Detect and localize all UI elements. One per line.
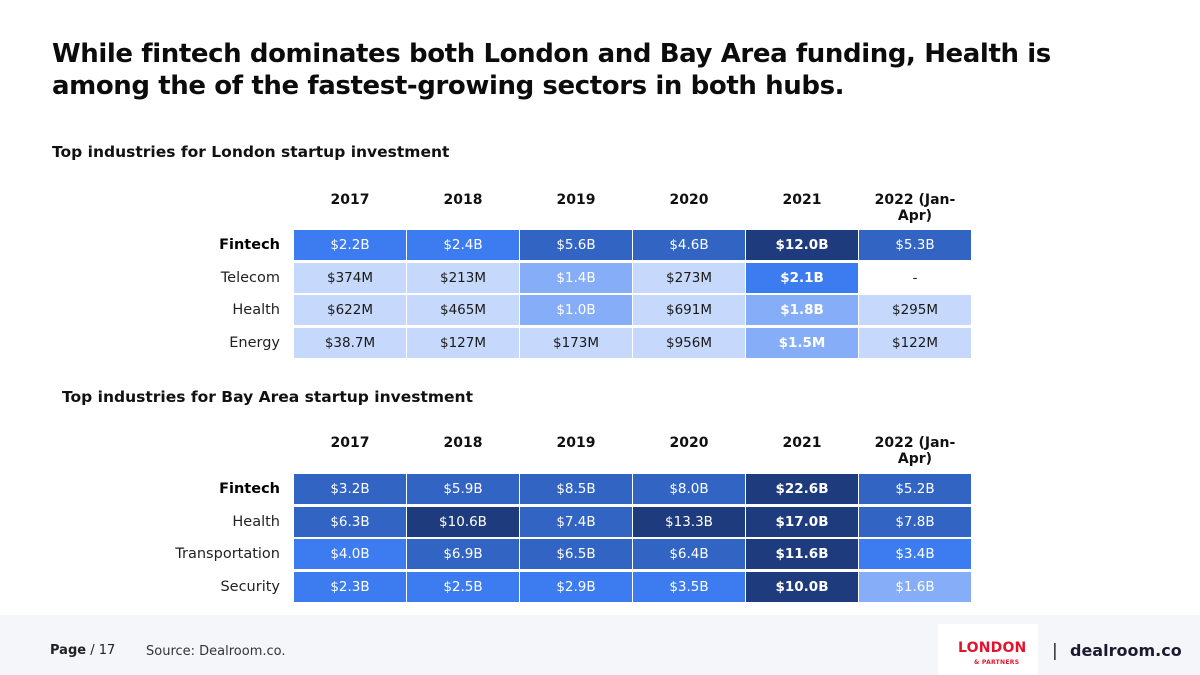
slide-title: While fintech dominates both London and … — [52, 39, 1051, 101]
year-header: 2018 — [443, 192, 483, 208]
page-indicator: Page / 17 — [50, 643, 115, 658]
heatmap-cell: $3.5B — [633, 571, 745, 602]
row-label: Health — [232, 513, 280, 530]
heatmap-cell: $3.4B — [859, 539, 971, 569]
heatmap-cell: $7.4B — [520, 506, 632, 537]
heatmap-cell: $10.0B — [746, 571, 858, 602]
year-header: 2022 (Jan-Apr) — [874, 192, 956, 224]
heatmap-cell: $2.1B — [746, 262, 858, 293]
london-partners-logo-box — [938, 624, 1038, 675]
heatmap-cell: $2.9B — [520, 571, 632, 602]
heatmap-cell: $2.5B — [407, 571, 519, 602]
row-label: Security — [220, 578, 280, 595]
year-header: 2020 — [669, 192, 709, 208]
year-header: 2022 (Jan-Apr) — [874, 435, 956, 467]
heatmap-cell: $273M — [633, 262, 745, 293]
heatmap-cell: $5.2B — [859, 474, 971, 504]
year-header: 2020 — [669, 435, 709, 451]
year-header: 2019 — [556, 192, 596, 208]
heatmap-cell: $7.8B — [859, 506, 971, 537]
heatmap-cell: $6.5B — [520, 539, 632, 569]
heatmap-cell: $173M — [520, 327, 632, 358]
row-label: Telecom — [220, 269, 280, 286]
heatmap-cell: $2.4B — [407, 230, 519, 260]
row-label: Fintech — [219, 237, 280, 253]
heatmap-cell: $13.3B — [633, 506, 745, 537]
london-partners-logo-subtitle: & PARTNERS — [974, 659, 1020, 666]
heatmap-cell: $622M — [294, 295, 406, 325]
heatmap-cell: $22.6B — [746, 474, 858, 504]
heatmap-cell: $1.4B — [520, 262, 632, 293]
row-label: Health — [232, 302, 280, 318]
source-note: Source: Dealroom.co. — [146, 644, 286, 659]
bay-area-section-title: Top industries for Bay Area startup inve… — [62, 388, 473, 406]
heatmap-cell: $2.2B — [294, 230, 406, 260]
heatmap-cell: $1.8B — [746, 295, 858, 325]
heatmap-cell: $122M — [859, 327, 971, 358]
heatmap-cell: $1.6B — [859, 571, 971, 602]
year-header: 2017 — [330, 192, 370, 208]
heatmap-cell: $295M — [859, 295, 971, 325]
heatmap-cell: $6.9B — [407, 539, 519, 569]
heatmap-cell: $8.5B — [520, 474, 632, 504]
row-label: Transportation — [175, 546, 280, 562]
heatmap-cell: $38.7M — [294, 327, 406, 358]
heatmap-cell: $127M — [407, 327, 519, 358]
heatmap-cell: $691M — [633, 295, 745, 325]
logo-separator: | — [1052, 641, 1058, 661]
header-area — [0, 0, 1200, 102]
heatmap-cell: $5.9B — [407, 474, 519, 504]
dealroom-logo: dealroom.co — [1070, 641, 1182, 660]
heatmap-cell: $956M — [633, 327, 745, 358]
heatmap-cell: $4.6B — [633, 230, 745, 260]
heatmap-cell: $5.6B — [520, 230, 632, 260]
london-partners-logo: LONDON — [958, 640, 1027, 656]
heatmap-cell: - — [859, 262, 971, 293]
page-label: Page — [50, 643, 87, 658]
london-section-title: Top industries for London startup invest… — [52, 143, 450, 161]
year-header: 2021 — [782, 435, 822, 451]
heatmap-cell: $3.2B — [294, 474, 406, 504]
heatmap-cell: $11.6B — [746, 539, 858, 569]
page-number: / 17 — [90, 643, 116, 658]
heatmap-cell: $4.0B — [294, 539, 406, 569]
year-header: 2019 — [556, 435, 596, 451]
heatmap-cell: $6.3B — [294, 506, 406, 537]
heatmap-cell: $5.3B — [859, 230, 971, 260]
year-header: 2021 — [782, 192, 822, 208]
heatmap-cell: $10.6B — [407, 506, 519, 537]
heatmap-cell: $465M — [407, 295, 519, 325]
heatmap-cell: $2.3B — [294, 571, 406, 602]
heatmap-cell: $6.4B — [633, 539, 745, 569]
heatmap-cell: $374M — [294, 262, 406, 293]
heatmap-cell: $12.0B — [746, 230, 858, 260]
heatmap-cell: $17.0B — [746, 506, 858, 537]
heatmap-cell: $213M — [407, 262, 519, 293]
row-label: Fintech — [219, 481, 280, 497]
row-label: Energy — [229, 334, 280, 351]
year-header: 2017 — [330, 435, 370, 451]
heatmap-cell: $1.0B — [520, 295, 632, 325]
year-header: 2018 — [443, 435, 483, 451]
heatmap-cell: $1.5M — [746, 327, 858, 358]
heatmap-cell: $8.0B — [633, 474, 745, 504]
